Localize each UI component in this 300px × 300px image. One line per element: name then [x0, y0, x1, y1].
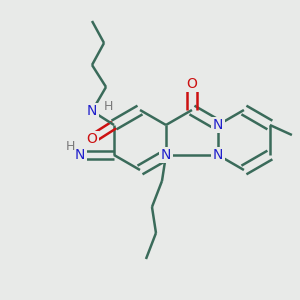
Text: O: O [187, 77, 197, 91]
Text: N: N [161, 148, 171, 162]
Text: N: N [213, 148, 223, 162]
Text: N: N [213, 118, 223, 132]
Text: N: N [87, 104, 97, 118]
Text: N: N [75, 148, 85, 162]
Text: O: O [87, 132, 98, 146]
Text: H: H [103, 100, 113, 112]
Text: H: H [65, 140, 75, 152]
